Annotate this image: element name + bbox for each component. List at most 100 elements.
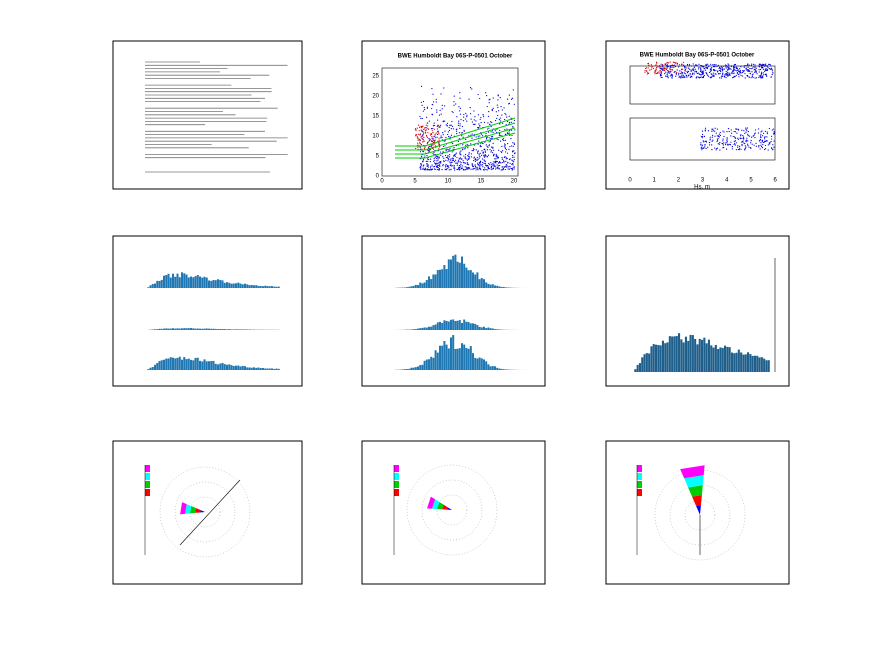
dot [428,169,430,171]
dot [701,133,704,136]
bar [740,352,743,372]
bar [208,361,211,370]
dot [667,70,669,72]
bar [749,354,752,372]
bar [223,364,226,370]
dot [491,130,493,132]
dot [424,128,426,130]
dot [722,65,725,67]
dot [731,146,733,148]
dot [488,137,490,139]
legend-swatch [394,465,399,472]
dot [482,151,484,154]
dot [700,67,702,69]
dot [452,157,454,159]
dot [771,129,773,131]
dot [512,145,514,147]
dot [730,68,732,70]
dot [729,74,731,76]
dot [504,155,506,158]
bar [275,286,278,288]
dot [726,72,728,75]
dot [494,130,496,132]
bar [226,282,229,288]
bar [480,358,483,370]
dot [713,66,715,68]
dot [734,142,736,144]
dot [760,144,762,146]
dot [420,136,422,138]
dot [666,67,668,69]
bar [190,359,193,370]
bar [423,327,426,330]
dot [510,145,513,147]
bar [682,342,685,372]
bar [194,357,197,370]
dot [715,132,717,134]
bar [487,364,490,370]
dot [712,130,714,132]
dot [513,153,516,155]
dot [509,134,511,136]
dot [462,148,464,150]
dot [754,68,756,70]
dot [472,150,474,152]
dot [488,144,491,146]
dot [760,64,763,67]
dot [504,129,506,131]
dot [751,63,753,65]
dot [507,120,509,123]
dot [497,99,499,101]
bar [412,285,415,288]
dot [490,121,492,123]
bar [183,328,186,330]
dot [428,120,431,122]
ring [436,494,468,526]
bar [467,270,470,288]
dot [772,144,774,146]
bar [273,286,276,288]
bar [472,272,474,288]
dot [704,146,706,148]
bar [758,357,761,372]
dot [421,130,423,133]
dot [743,65,745,67]
dot [479,145,481,148]
dot [465,162,467,164]
bar [456,320,459,330]
dot [419,151,422,153]
dot [723,131,725,133]
bar [439,269,441,288]
dot [487,146,489,148]
dot [725,67,727,69]
bar [452,255,455,288]
dot [722,140,724,142]
dot [670,73,672,75]
bar [414,284,417,288]
dot [507,142,509,145]
dot [435,162,437,165]
bar [259,368,262,370]
dot [439,109,441,111]
bar [430,356,433,370]
bar [187,328,190,330]
dot [728,75,730,77]
dot [726,137,728,139]
dot [669,75,672,77]
dot [678,64,681,66]
dot [431,87,433,90]
dot [508,102,511,104]
dot [475,169,477,171]
dot [722,72,724,74]
dot [647,62,649,65]
bar [742,354,745,372]
dot [701,147,703,149]
dot [434,159,436,161]
dot [484,153,486,156]
dot [511,169,513,171]
bar [494,366,496,370]
dot [428,158,430,161]
dot [678,76,680,78]
dot [686,72,689,74]
dot [510,138,512,140]
